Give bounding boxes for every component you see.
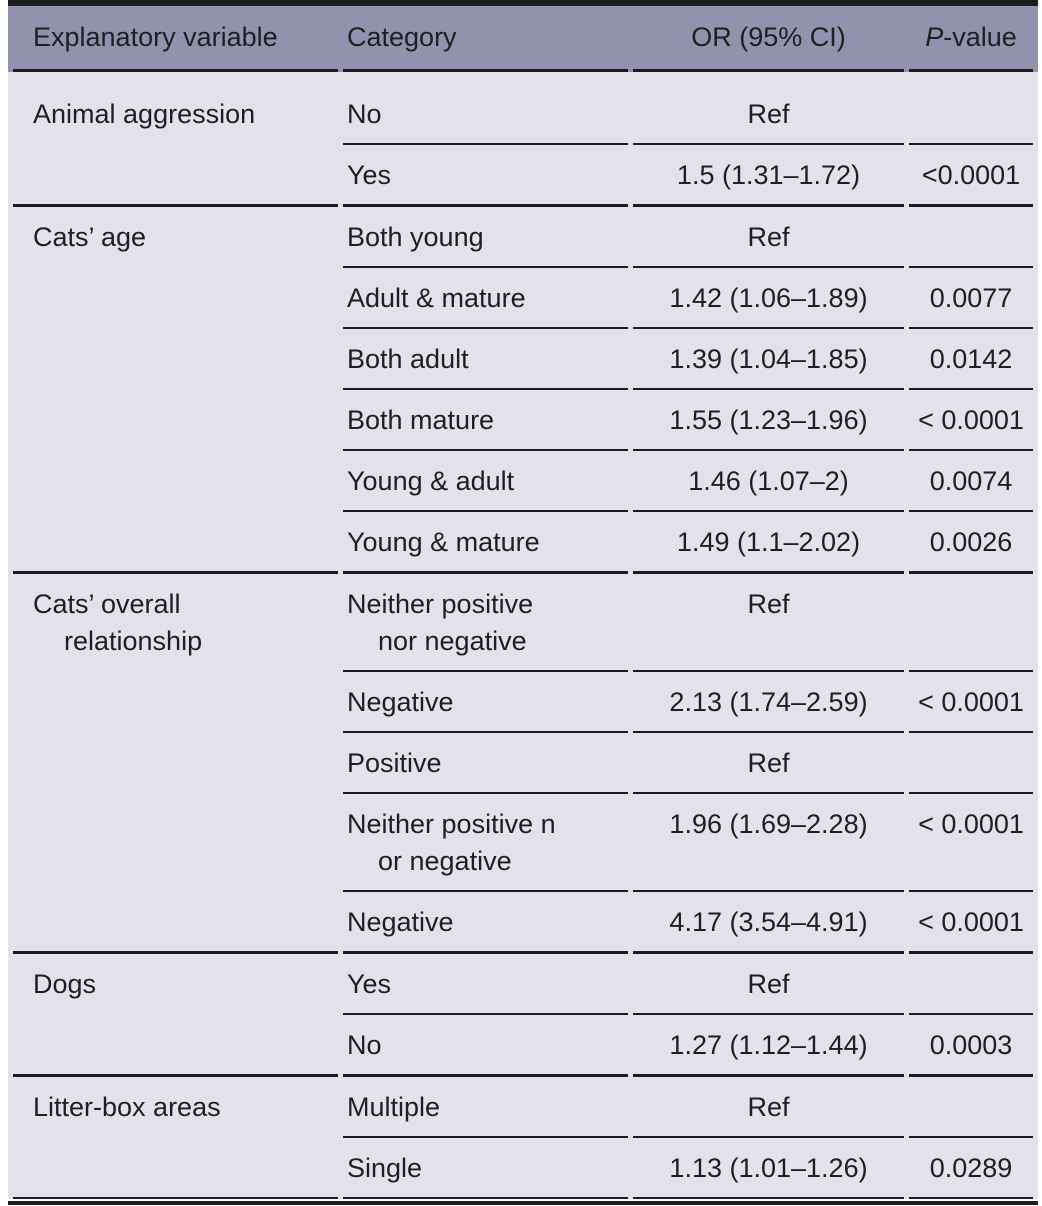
category-cell: Both mature — [343, 390, 628, 451]
explanatory-variable-cell: Dogs — [33, 969, 97, 999]
category-cell: No — [343, 72, 628, 145]
or-ci-cell: Ref — [633, 1077, 904, 1138]
or-ci-cell: 1.27 (1.12–1.44) — [633, 1015, 904, 1077]
explanatory-variable-cell — [13, 145, 338, 207]
explanatory-variable-cell: Animal aggression — [33, 99, 256, 129]
explanatory-variable-cell — [13, 672, 338, 733]
category-cell: Young & adult — [343, 451, 628, 512]
or-ci-cell: 1.46 (1.07–2) — [633, 451, 904, 512]
or-ci-cell: 1.49 (1.1–2.02) — [633, 512, 904, 574]
or-ci-cell: Ref — [633, 574, 904, 672]
explanatory-variable-cell: Cats’ overall relationship — [33, 589, 203, 656]
table-row: Young & adult 1.46 (1.07–2) 0.0074 — [13, 451, 1033, 512]
p-value-cell: 0.0142 — [909, 329, 1033, 390]
table-row: Adult & mature 1.42 (1.06–1.89) 0.0077 — [13, 268, 1033, 329]
header-row: Explanatory variable Category OR (95% CI… — [13, 6, 1033, 72]
or-ci-cell: 4.17 (3.54–4.91) — [633, 892, 904, 954]
explanatory-variable-cell — [13, 733, 338, 794]
category-cell: Neither positive n or negative — [343, 794, 628, 892]
category-cell: No — [343, 1015, 628, 1077]
p-value-cell — [909, 733, 1033, 794]
explanatory-variable-cell: Cats’ age — [33, 222, 147, 252]
table-row: Negative 2.13 (1.74–2.59) < 0.0001 — [13, 672, 1033, 733]
category-cell: Both adult — [343, 329, 628, 390]
p-value-cell: 0.0289 — [909, 1138, 1033, 1199]
or-ci-cell: 1.5 (1.31–1.72) — [633, 145, 904, 207]
p-value-cell — [909, 1077, 1033, 1138]
explanatory-variable-cell — [13, 892, 338, 954]
table-row: Single 1.13 (1.01–1.26) 0.0289 — [13, 1138, 1033, 1199]
table-row: Both adult 1.39 (1.04–1.85) 0.0142 — [13, 329, 1033, 390]
explanatory-variable-cell: Litter-box areas — [33, 1092, 221, 1122]
col-header-category: Category — [343, 6, 628, 72]
p-value-cell: 0.0077 — [909, 268, 1033, 329]
col-header-p-value: P-value — [909, 6, 1033, 72]
or-ci-cell: Ref — [633, 207, 904, 268]
category-cell: Negative — [343, 892, 628, 954]
explanatory-variable-cell — [13, 512, 338, 574]
p-italic-letter: P — [925, 22, 944, 52]
explanatory-variable-cell — [13, 268, 338, 329]
explanatory-variable-cell — [13, 390, 338, 451]
explanatory-variable-cell — [13, 1138, 338, 1199]
p-value-cell: < 0.0001 — [909, 892, 1033, 954]
category-cell: Positive — [343, 733, 628, 794]
p-value-cell — [909, 207, 1033, 268]
explanatory-variable-cell — [13, 794, 338, 892]
explanatory-variable-cell — [13, 1015, 338, 1077]
or-ci-cell: Ref — [633, 733, 904, 794]
category-cell: Young & mature — [343, 512, 628, 574]
p-value-cell — [909, 954, 1033, 1015]
or-ci-cell: 1.13 (1.01–1.26) — [633, 1138, 904, 1199]
p-value-cell: < 0.0001 — [909, 390, 1033, 451]
category-cell: Negative — [343, 672, 628, 733]
explanatory-variable-cell — [13, 329, 338, 390]
table-body: Animal aggression No Ref Yes 1.5 (1.31–1… — [13, 72, 1033, 1199]
table-row: Yes 1.5 (1.31–1.72) <0.0001 — [13, 145, 1033, 207]
table-row: Animal aggression No Ref — [13, 72, 1033, 145]
table-row: Both mature 1.55 (1.23–1.96) < 0.0001 — [13, 390, 1033, 451]
p-value-cell: 0.0026 — [909, 512, 1033, 574]
table-header: Explanatory variable Category OR (95% CI… — [13, 6, 1033, 72]
table-row: Negative 4.17 (3.54–4.91) < 0.0001 — [13, 892, 1033, 954]
category-cell: Yes — [343, 145, 628, 207]
table-row: Young & mature 1.49 (1.1–2.02) 0.0026 — [13, 512, 1033, 574]
table-row: Litter-box areas Multiple Ref — [13, 1077, 1033, 1138]
table-row: Dogs Yes Ref — [13, 954, 1033, 1015]
p-value-cell: 0.0074 — [909, 451, 1033, 512]
category-cell: Adult & mature — [343, 268, 628, 329]
category-cell: Single — [343, 1138, 628, 1199]
p-value-cell — [909, 574, 1033, 672]
table-row: No 1.27 (1.12–1.44) 0.0003 — [13, 1015, 1033, 1077]
p-value-cell: < 0.0001 — [909, 794, 1033, 892]
or-ci-cell: 2.13 (1.74–2.59) — [633, 672, 904, 733]
p-value-cell: <0.0001 — [909, 145, 1033, 207]
or-ci-cell: 1.39 (1.04–1.85) — [633, 329, 904, 390]
table-row: Positive Ref — [13, 733, 1033, 794]
or-ci-cell: Ref — [633, 954, 904, 1015]
category-cell: Yes — [343, 954, 628, 1015]
p-value-cell: < 0.0001 — [909, 672, 1033, 733]
explanatory-variable-cell — [13, 451, 338, 512]
or-ci-cell: 1.42 (1.06–1.89) — [633, 268, 904, 329]
col-header-explanatory-variable: Explanatory variable — [13, 6, 338, 72]
category-cell: Multiple — [343, 1077, 628, 1138]
table-row: Cats’ overall relationship Neither positi… — [13, 574, 1033, 672]
col-header-or-ci: OR (95% CI) — [633, 6, 904, 72]
or-ci-cell: 1.55 (1.23–1.96) — [633, 390, 904, 451]
or-ci-cell: Ref — [633, 72, 904, 145]
p-value-cell: 0.0003 — [909, 1015, 1033, 1077]
results-table-wrapper: Explanatory variable Category OR (95% CI… — [8, 0, 1038, 1205]
regression-results-table: Explanatory variable Category OR (95% CI… — [8, 6, 1038, 1199]
p-value-suffix: -value — [943, 22, 1017, 52]
category-cell: Both young — [343, 207, 628, 268]
category-cell: Neither positive nor negative — [343, 574, 628, 672]
or-ci-cell: 1.96 (1.69–2.28) — [633, 794, 904, 892]
table-row: Neither positive n or negative 1.96 (1.69… — [13, 794, 1033, 892]
table-row: Cats’ age Both young Ref — [13, 207, 1033, 268]
p-value-cell — [909, 72, 1033, 145]
